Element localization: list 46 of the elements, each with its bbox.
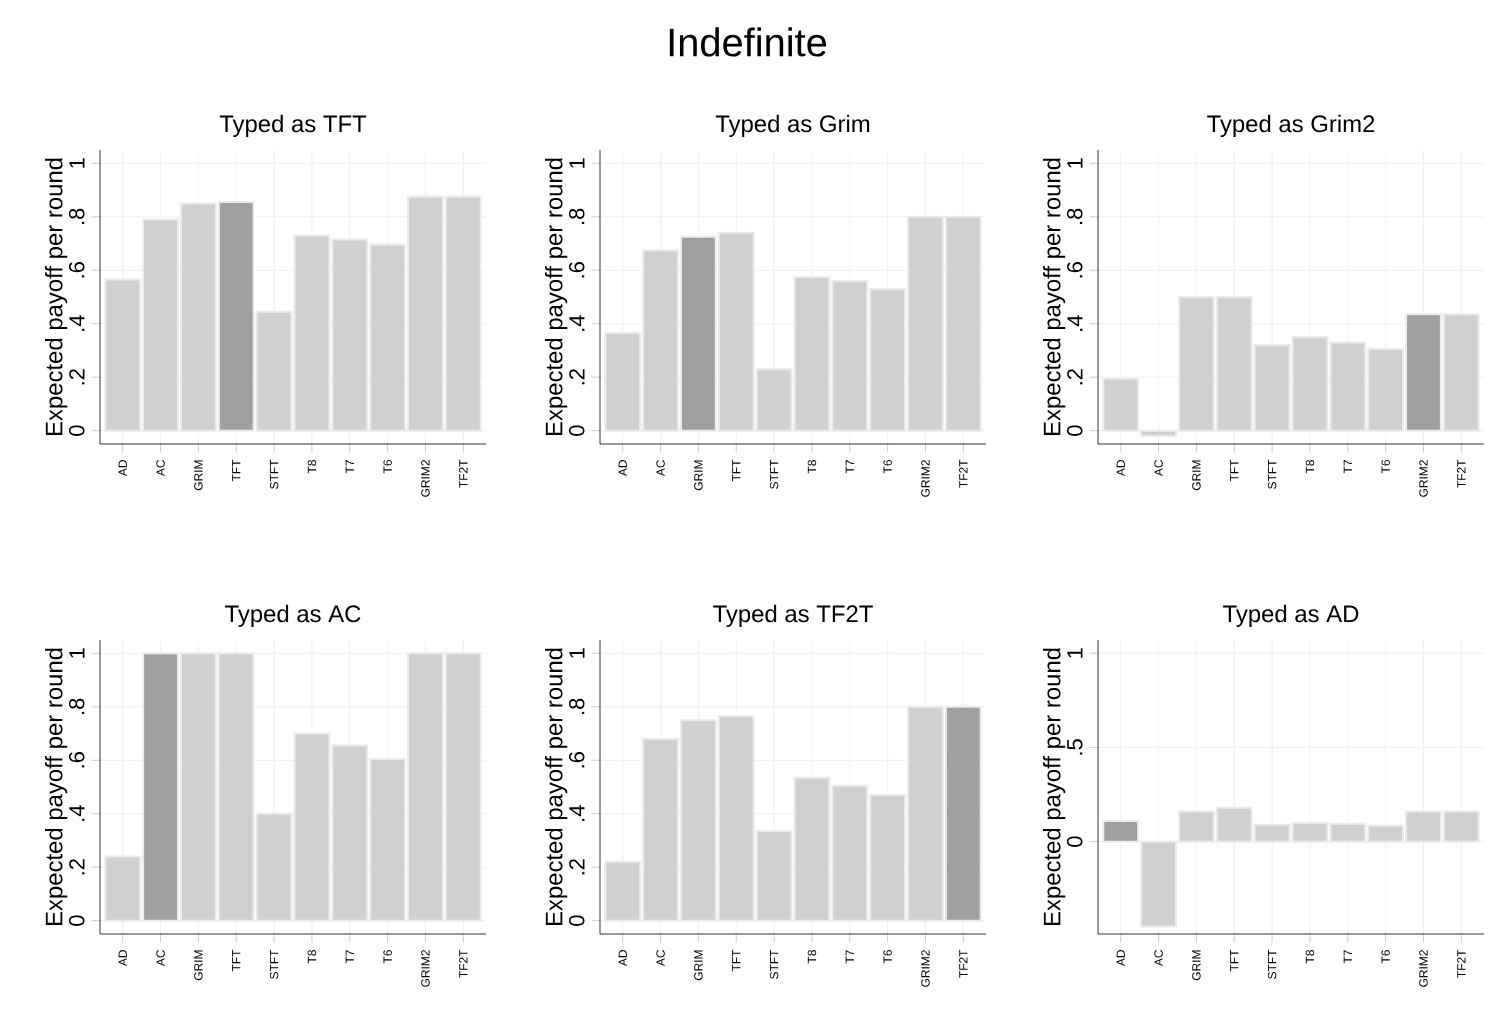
y-tick-label: 1 xyxy=(1067,158,1083,168)
y-tick-label: 1 xyxy=(69,158,85,168)
y-tick-label: .5 xyxy=(1067,739,1083,755)
y-tick-label: 0 xyxy=(68,915,85,926)
y-tick-label: .6 xyxy=(1066,262,1083,278)
y-tick-label: 1 xyxy=(569,158,585,168)
chart-title: Typed as TFT xyxy=(219,114,367,137)
y-axis-title: Expected payoff per round xyxy=(44,648,68,926)
y-axis-title: Expected payoff per round xyxy=(544,648,568,926)
chart-title: Typed as Grim2 xyxy=(1207,114,1375,137)
chart-title: Typed as AC xyxy=(225,604,361,628)
text: Indefinite xyxy=(669,27,827,57)
y-tick-label: .2 xyxy=(1067,369,1083,385)
y-tick-label: 1 xyxy=(69,648,85,658)
y-tick-label: 1 xyxy=(569,648,585,658)
chart-title: Typed as TF2T xyxy=(713,604,873,628)
y-tick-label: 0 xyxy=(568,425,585,436)
y-tick-label: .2 xyxy=(569,369,585,385)
y-tick-label: .6 xyxy=(68,752,85,768)
y-tick-label: .2 xyxy=(69,369,85,385)
y-tick-label: .4 xyxy=(69,805,85,821)
y-tick-label: .4 xyxy=(1067,315,1083,331)
y-tick-label: .2 xyxy=(69,859,85,875)
y-tick-label: .8 xyxy=(568,208,585,224)
y-tick-label: 0 xyxy=(1066,425,1083,436)
y-tick-label: .4 xyxy=(569,805,585,821)
y-axis-title: Expected payoff per round xyxy=(544,158,568,436)
y-tick-label: .8 xyxy=(68,208,85,224)
y-tick-label: .6 xyxy=(68,262,85,278)
y-tick-label: .4 xyxy=(569,315,585,331)
chart-title: Typed as AD xyxy=(1223,604,1359,628)
y-tick-label: .6 xyxy=(568,752,585,768)
y-tick-label: .2 xyxy=(569,859,585,875)
y-tick-label: .8 xyxy=(68,698,85,714)
y-tick-label: .6 xyxy=(568,262,585,278)
y-tick-label: 1 xyxy=(1067,648,1083,658)
y-tick-label: 0 xyxy=(68,425,85,436)
y-tick-label: .4 xyxy=(69,315,85,331)
y-axis-title: Expected payoff per round xyxy=(1043,648,1066,926)
y-tick-label: 0 xyxy=(568,915,585,926)
chart-title: Typed as Grim xyxy=(715,114,870,137)
y-tick-label: .8 xyxy=(1066,208,1083,224)
y-axis-title: Expected payoff per round xyxy=(1043,158,1066,436)
y-tick-label: 0 xyxy=(1066,836,1083,847)
y-axis-title: Expected payoff per round xyxy=(44,158,68,436)
y-tick-label: .8 xyxy=(568,698,585,714)
